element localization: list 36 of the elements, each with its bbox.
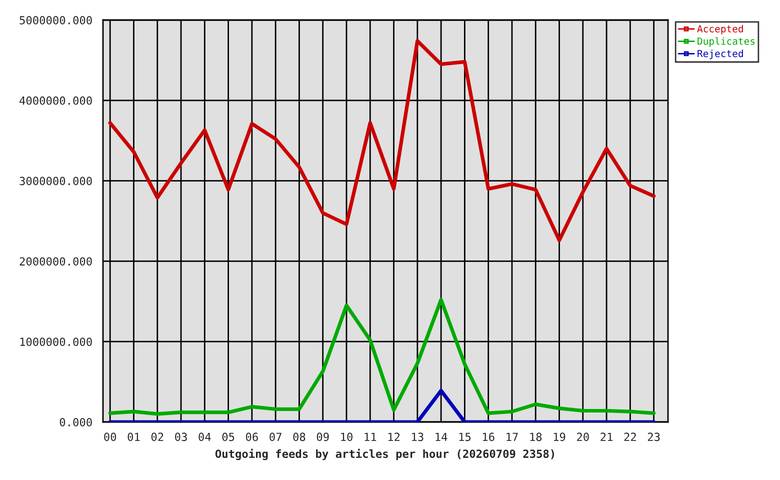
- y-tick-label: 5000000.000: [20, 16, 92, 24]
- legend-label: Accepted: [697, 24, 743, 34]
- x-tick-label: 11: [364, 432, 376, 441]
- x-tick-label: 12: [388, 432, 400, 441]
- y-tick-label: 4000000.000: [20, 96, 92, 105]
- line-series: [108, 298, 656, 416]
- x-tick-label: 13: [412, 432, 424, 442]
- x-tick-label: 01: [128, 432, 140, 442]
- x-tick-label: 04: [198, 432, 211, 442]
- x-tick-label: 16: [482, 432, 494, 442]
- line-series: [108, 39, 656, 242]
- x-tick-label: 06: [246, 432, 258, 442]
- x-tick-label: 00: [104, 432, 116, 442]
- x-tick-label: 14: [436, 432, 448, 441]
- x-tick-label: 10: [341, 432, 352, 442]
- x-tick-label: 23: [648, 432, 660, 442]
- x-tick-label: 15: [459, 432, 470, 442]
- y-tick-label: 3000000.000: [20, 176, 92, 186]
- legend-label: Duplicates: [698, 37, 755, 47]
- x-tick-label: 17: [506, 432, 518, 441]
- x-tick-label: 07: [270, 432, 282, 442]
- y-tick-label: 0.000: [60, 418, 92, 426]
- y-tick-label: 1000000.000: [20, 338, 92, 346]
- x-tick-label: 21: [600, 432, 612, 441]
- x-tick-label: 02: [151, 432, 164, 442]
- y-tick-label: 2000000.000: [20, 257, 92, 266]
- x-axis-title: Outgoing feeds by articles per hour (20260709 2358): [215, 448, 554, 460]
- x-tick-label: 19: [554, 432, 566, 442]
- x-tick-label: 18: [530, 432, 542, 442]
- x-tick-label: 20: [577, 432, 589, 442]
- x-tick-label: 22: [624, 432, 636, 441]
- legend-label: Rejected: [698, 50, 743, 60]
- x-tick-label: 09: [316, 432, 329, 442]
- x-tick-label: 05: [222, 432, 234, 442]
- x-tick-label: 08: [293, 432, 306, 442]
- x-tick-label: 03: [175, 432, 187, 442]
